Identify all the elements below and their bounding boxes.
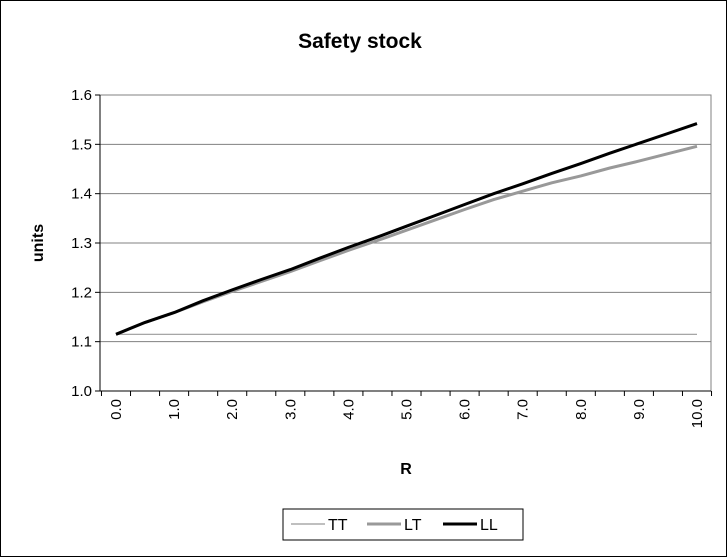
y-tick-label: 1.5	[71, 136, 92, 153]
x-tick-label: 6.0	[457, 399, 474, 420]
x-axis-title: R	[400, 461, 412, 478]
legend: TT LT LL	[282, 508, 524, 541]
x-tick-label: 10.0	[689, 399, 706, 428]
x-tick-labels: 0.0 1.0 2.0 3.0 4.0 5.0 6.0 7.0 8.0 9.0 10.0	[108, 399, 706, 428]
series-lines	[115, 122, 698, 336]
y-tick-label: 1.2	[71, 284, 92, 301]
grid	[99, 94, 712, 392]
series-line-ll	[115, 122, 698, 336]
x-tick-label: 7.0	[515, 399, 532, 420]
y-tick-label: 1.4	[71, 186, 92, 203]
y-tick-labels: 1.0 1.1 1.2 1.3 1.4 1.5 1.6	[71, 87, 92, 400]
axes	[95, 94, 713, 396]
y-axis-title: units	[30, 224, 47, 262]
x-tick-label: 1.0	[166, 399, 183, 420]
x-tick-label: 2.0	[224, 399, 241, 420]
y-tick-label: 1.0	[71, 383, 92, 400]
x-tick-label: 3.0	[282, 399, 299, 420]
x-tick-label: 5.0	[399, 399, 416, 420]
x-tick-label: 0.0	[108, 399, 125, 420]
x-tick-label: 9.0	[631, 399, 648, 420]
series-line-lt	[115, 144, 698, 336]
y-tick-label: 1.6	[71, 87, 92, 104]
y-tick-label: 1.3	[71, 235, 92, 252]
chart-title: Safety stock	[298, 30, 422, 53]
x-tick-label: 8.0	[573, 399, 590, 420]
y-tick-label: 1.1	[71, 334, 92, 351]
legend-label-lt: LT	[404, 517, 422, 534]
x-tick-label: 4.0	[340, 399, 357, 420]
legend-label-ll: LL	[480, 517, 498, 534]
legend-label-tt: TT	[328, 517, 348, 534]
